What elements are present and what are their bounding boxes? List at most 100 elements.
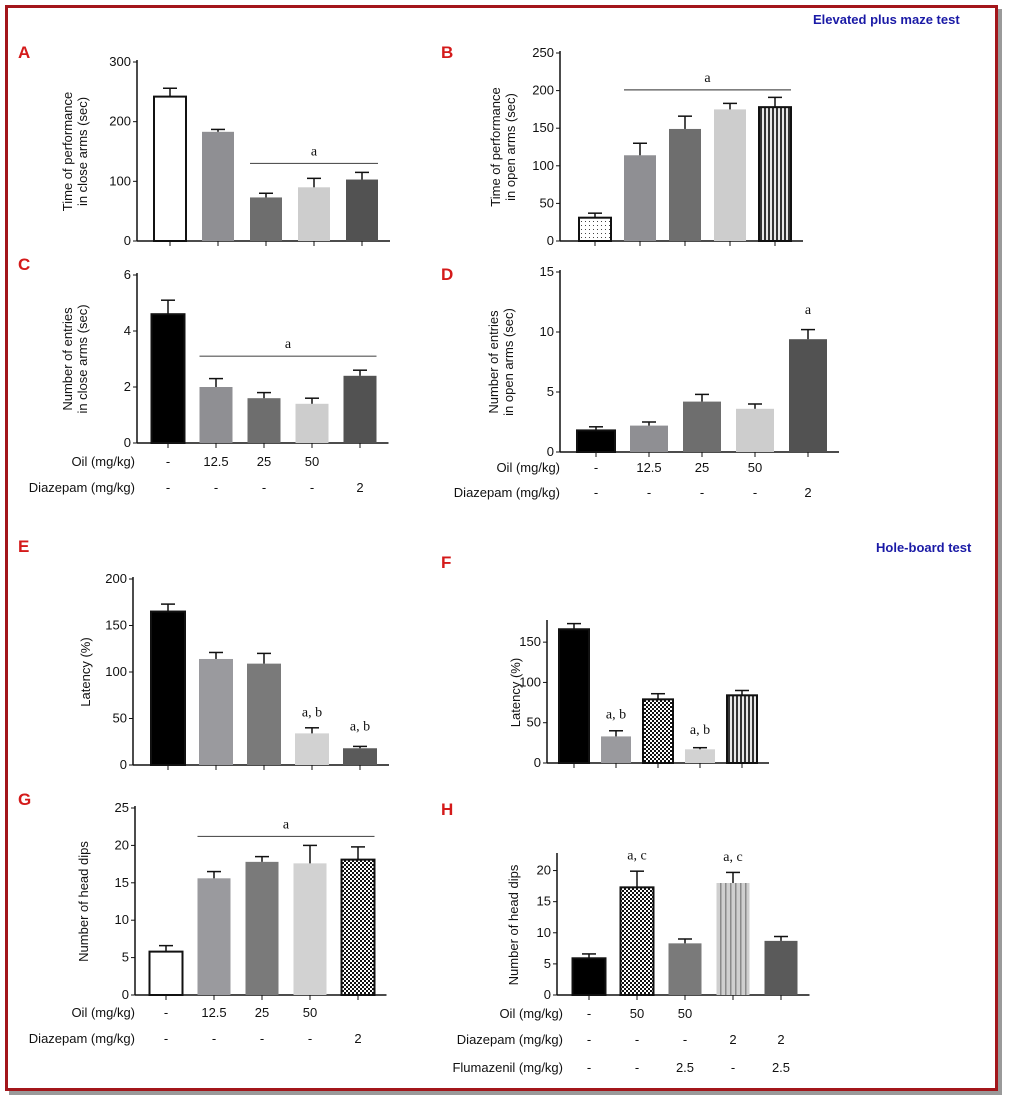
treatment-row-label: Diazepam (mg/kg): [457, 1032, 563, 1047]
bar: [601, 736, 631, 763]
y-tick-label: 20: [115, 837, 129, 852]
y-tick-label: 50: [540, 195, 554, 210]
treatment-row-value: -: [260, 1031, 264, 1046]
bar: [764, 940, 798, 995]
y-tick-label: 15: [537, 894, 551, 909]
treatment-row-value: 2.5: [772, 1060, 790, 1075]
y-tick-label: 100: [519, 674, 541, 689]
y-tick-label: 150: [105, 618, 127, 633]
significance-label: a: [704, 71, 711, 86]
y-tick-label: 0: [124, 233, 131, 248]
section-title-holeboard: Hole-board test: [876, 540, 972, 555]
bar: [669, 128, 701, 241]
bar: [298, 187, 330, 241]
panel-letter-a: A: [18, 43, 31, 62]
y-tick-label: 0: [122, 987, 129, 1002]
y-tick-label: 15: [540, 264, 554, 279]
bar: [642, 698, 674, 764]
bar: [250, 197, 282, 241]
treatment-row-value: 2: [356, 480, 363, 495]
bar: [736, 408, 774, 452]
treatment-row-value: 25: [255, 1005, 269, 1020]
bar: [668, 943, 702, 995]
treatment-row-label: Flumazenil (mg/kg): [452, 1060, 563, 1075]
bar: [202, 131, 234, 241]
significance-label: a, b: [302, 706, 322, 721]
panel-letter-e: E: [18, 537, 30, 556]
bar: [571, 957, 607, 996]
treatment-row-value: -: [587, 1006, 591, 1021]
treatment-row-value: -: [308, 1031, 312, 1046]
y-axis-title: Number of head dips: [76, 841, 91, 962]
chart-panel-h: 0 5 10 15 20 Number of head dips a, c a, c Oil (…: [452, 848, 810, 1075]
bar: [199, 658, 233, 765]
treatment-row-value: 50: [305, 454, 319, 469]
treatment-row-value: -: [212, 1031, 216, 1046]
treatment-row-label: Oil (mg/kg): [496, 460, 560, 475]
treatment-row-value: -: [166, 454, 170, 469]
bar: [578, 216, 612, 243]
treatment-row-value: 50: [303, 1005, 317, 1020]
y-axis-title: Time of performance: [60, 92, 75, 211]
treatment-row-value: 12.5: [201, 1005, 226, 1020]
treatment-row-value: -: [700, 485, 704, 500]
y-tick-label: 100: [109, 173, 131, 188]
y-tick-label: 0: [534, 755, 541, 770]
treatment-row-value: 2: [777, 1032, 784, 1047]
y-tick-label: 150: [519, 634, 541, 649]
treatment-row-value: -: [594, 460, 598, 475]
treatment-row-value: -: [164, 1005, 168, 1020]
y-tick-label: 250: [532, 45, 554, 60]
y-tick-label: 100: [532, 158, 554, 173]
treatment-row-value: 25: [695, 460, 709, 475]
treatment-row-label: Oil (mg/kg): [71, 454, 135, 469]
bar: [197, 878, 231, 995]
bar: [343, 748, 377, 765]
y-axis-title: in close arms (sec): [75, 304, 90, 413]
treatment-row-value: 50: [678, 1006, 692, 1021]
treatment-row-value: -: [731, 1060, 735, 1075]
panel-letter-b: B: [441, 43, 454, 62]
y-tick-label: 100: [105, 664, 127, 679]
chart-panel-d: 0 5 10 15 Number of entries in open arms (sec…: [454, 264, 839, 500]
bar: [153, 95, 187, 242]
chart-panel-e: 0 50 100 150 200 Latency (%) a, b a, b: [78, 571, 389, 772]
bar: [295, 403, 329, 443]
y-tick-label: 0: [547, 444, 554, 459]
bar: [295, 733, 329, 765]
bar: [726, 694, 758, 765]
treatment-row-value: -: [166, 480, 170, 495]
treatment-row-value: 12.5: [203, 454, 228, 469]
treatment-row-value: -: [310, 480, 314, 495]
bar: [685, 749, 715, 763]
panel-letter-d: D: [441, 265, 454, 284]
bar: [758, 106, 792, 242]
treatment-row-value: 2.5: [676, 1060, 694, 1075]
bar: [247, 663, 281, 765]
y-tick-label: 10: [115, 912, 129, 927]
significance-label: a: [285, 337, 292, 352]
significance-label: a, b: [606, 708, 626, 723]
y-axis-title: Latency (%): [508, 658, 523, 727]
y-tick-label: 10: [540, 324, 554, 339]
bar: [619, 886, 655, 996]
treatment-row-value: -: [164, 1031, 168, 1046]
y-tick-label: 6: [124, 267, 131, 282]
bar: [346, 179, 378, 241]
y-tick-label: 25: [115, 800, 129, 815]
treatment-row-label: Oil (mg/kg): [499, 1006, 563, 1021]
chart-panel-a: 0 100 200 300 Time of performance in close ar…: [60, 54, 390, 248]
treatment-row-value: -: [635, 1032, 639, 1047]
panel-letter-h: H: [441, 800, 454, 819]
treatment-row-value: 50: [748, 460, 762, 475]
treatment-row-value: 2: [729, 1032, 736, 1047]
section-title-epm: Elevated plus maze test: [813, 12, 960, 27]
bar: [150, 313, 186, 445]
y-axis-title: in open arms (sec): [501, 308, 516, 416]
y-tick-label: 0: [124, 435, 131, 450]
bar: [247, 398, 281, 443]
treatment-row-value: 50: [630, 1006, 644, 1021]
y-tick-label: 0: [120, 757, 127, 772]
bar: [340, 858, 376, 996]
